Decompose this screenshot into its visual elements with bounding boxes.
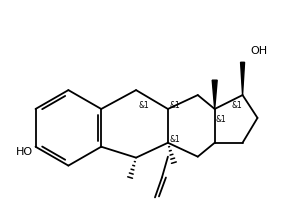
Text: &1: &1: [170, 101, 181, 111]
Text: &1: &1: [232, 101, 242, 111]
Text: OH: OH: [251, 46, 268, 56]
Text: &1: &1: [138, 101, 149, 111]
Polygon shape: [212, 80, 217, 109]
Text: &1: &1: [170, 135, 181, 144]
Polygon shape: [241, 62, 245, 95]
Text: HO: HO: [16, 147, 33, 157]
Text: &1: &1: [216, 115, 226, 124]
